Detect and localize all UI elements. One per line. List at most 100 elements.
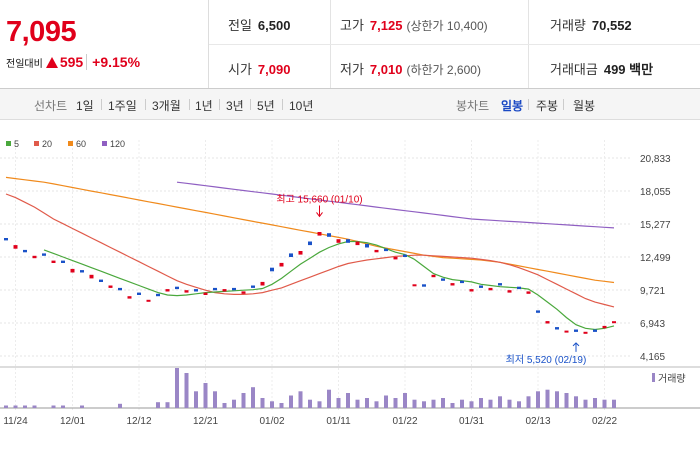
y-tick-label: 12,499 xyxy=(640,253,671,264)
volume-bar xyxy=(13,405,18,408)
low-arrowhead-icon xyxy=(572,342,580,347)
change-label: 전일대비 xyxy=(6,59,43,70)
ma60-line xyxy=(5,176,615,284)
x-tick-label: 01/02 xyxy=(259,416,284,427)
candle xyxy=(422,284,426,287)
y-tick-label: 20,833 xyxy=(640,154,671,165)
candle xyxy=(498,283,502,286)
candle-chart-label: 봉차트 xyxy=(456,99,490,113)
volume-bar xyxy=(308,399,312,408)
legend-swatch xyxy=(6,141,11,146)
legend-label: 60 xyxy=(76,139,86,149)
candle xyxy=(194,289,198,292)
volume-bar xyxy=(488,399,493,408)
volume-bar xyxy=(270,401,274,408)
x-tick-label: 12/21 xyxy=(193,416,218,427)
volume-bar xyxy=(317,401,322,408)
change-percent: +9.15% xyxy=(86,54,141,70)
candle xyxy=(545,321,550,324)
open-label: 시가 xyxy=(228,62,252,77)
period-3y[interactable]: 3년 xyxy=(226,99,244,113)
candle xyxy=(118,287,122,291)
candle-monthly[interactable]: 월봉 xyxy=(573,99,596,113)
volume-bar xyxy=(412,399,417,408)
volume-bar xyxy=(251,387,255,408)
chart-annotations: 최고 15,660 (01/10) 최저 5,520 (02/19) xyxy=(276,193,586,365)
low-price: 저가 7,010 (하한가 2,600) xyxy=(340,59,481,78)
volume-bar xyxy=(118,403,122,408)
price-change: 전일대비 595 +9.15% xyxy=(6,54,141,70)
volume-bar xyxy=(4,405,8,408)
candle xyxy=(203,292,208,295)
volume-bar xyxy=(279,403,284,408)
candle xyxy=(127,296,132,299)
volume-bar xyxy=(574,396,578,408)
candle xyxy=(184,290,189,293)
legend-label: 5 xyxy=(14,139,19,149)
volume-bar xyxy=(260,398,265,408)
candle-daily[interactable]: 일봉 xyxy=(501,99,524,113)
chart-grid xyxy=(0,140,700,410)
volume-bar xyxy=(23,405,27,408)
low-value: 7,010 xyxy=(369,62,403,77)
candle xyxy=(241,291,246,294)
prev-close-value: 6,500 xyxy=(257,18,291,33)
candle-weekly[interactable]: 주봉 xyxy=(536,99,559,113)
candle xyxy=(384,248,388,252)
high-arrowhead-icon xyxy=(316,212,323,218)
chart-legend: 5 20 60 120 xyxy=(6,139,125,149)
y-tick-label: 18,055 xyxy=(640,187,671,198)
volume-bar xyxy=(365,398,369,408)
candle xyxy=(460,280,464,284)
lower-limit: (하한가 2,600) xyxy=(406,63,481,77)
period-1d[interactable]: 1일 xyxy=(76,99,94,113)
volume-bar xyxy=(593,398,597,408)
prev-close-label: 전일 xyxy=(228,18,252,33)
legend-swatch xyxy=(68,141,73,146)
candle xyxy=(431,274,436,278)
candle xyxy=(89,274,94,279)
candle xyxy=(564,330,569,333)
candle xyxy=(355,241,360,246)
volume-bar xyxy=(232,399,236,408)
candlesticks xyxy=(4,232,616,334)
candle xyxy=(412,284,417,287)
candle xyxy=(251,285,255,288)
high-label: 고가 xyxy=(340,18,364,33)
candle xyxy=(99,279,103,282)
legend-label: 120 xyxy=(110,139,125,149)
open-value: 7,090 xyxy=(257,62,291,77)
volume-bar xyxy=(526,396,531,408)
period-5y[interactable]: 5년 xyxy=(257,99,275,113)
candle xyxy=(336,239,341,243)
volume-bar xyxy=(441,398,445,408)
legend-label: 20 xyxy=(42,139,52,149)
period-1w[interactable]: 1주일 xyxy=(108,99,137,113)
toolbar-separator xyxy=(282,99,283,110)
ma5-line xyxy=(43,240,615,331)
candle xyxy=(479,285,483,288)
toolbar-separator xyxy=(250,99,251,110)
candle xyxy=(13,245,18,249)
y-axis-labels: 20,833 18,055 15,277 12,499 9,721 6,943 4,165 xyxy=(640,154,671,363)
volume-bar xyxy=(583,399,588,408)
volume-bar xyxy=(222,403,227,408)
period-1y[interactable]: 1년 xyxy=(195,99,213,113)
stock-chart[interactable]: 5 20 60 120 최고 15,660 (01/10) 최저 5,520 (02/1… xyxy=(0,120,700,450)
toolbar-separator xyxy=(189,99,190,110)
period-3m[interactable]: 3개월 xyxy=(152,99,181,113)
volume-bar xyxy=(156,402,160,408)
x-axis-labels: 11/24 12/01 12/12 12/21 01/02 01/11 01/22 01/31… xyxy=(3,416,617,427)
ma20-line xyxy=(5,193,615,308)
volume-bar xyxy=(346,393,350,408)
candle xyxy=(317,232,322,236)
candle xyxy=(175,286,179,290)
volume-bar xyxy=(327,389,331,408)
low-label: 저가 xyxy=(340,62,364,77)
candle xyxy=(42,253,46,256)
candle xyxy=(156,293,160,297)
volume-bar xyxy=(184,373,189,408)
period-10y[interactable]: 10년 xyxy=(289,99,314,113)
candle xyxy=(298,251,303,255)
candle xyxy=(469,289,474,292)
